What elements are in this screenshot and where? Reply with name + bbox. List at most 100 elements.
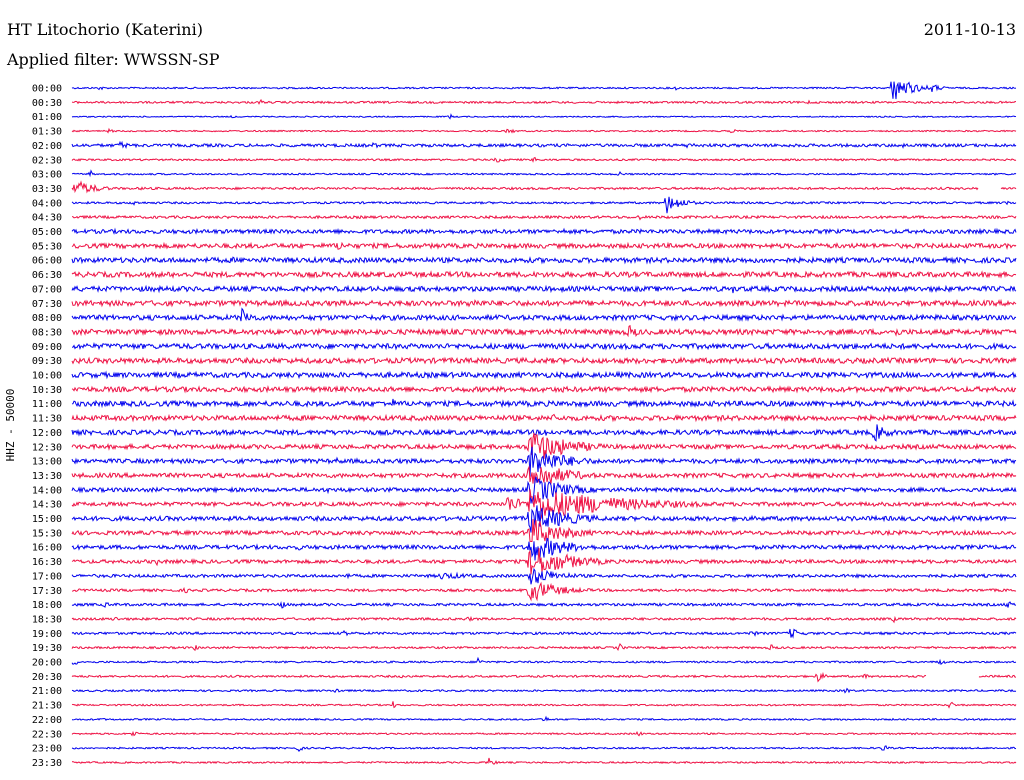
date-label: 2011-10-13	[923, 20, 1016, 39]
row-time-label: 11:00	[32, 399, 62, 410]
row-time-label: 01:30	[32, 127, 62, 138]
trace-row	[71, 370, 1017, 380]
row-time-label: 21:00	[32, 686, 62, 697]
trace-row	[71, 656, 1017, 666]
row-time-label: 10:00	[32, 371, 62, 382]
row-time-label: 16:00	[32, 543, 62, 554]
trace-rows: 00:00 00:30 01:00 01:30 02:00 02:30 03:00 03:30…	[32, 81, 1017, 769]
row-time-label: 00:00	[32, 84, 62, 95]
trace-row	[71, 687, 1017, 694]
row-time-label: 09:00	[32, 342, 62, 353]
trace-row	[71, 476, 1017, 504]
trace-row	[71, 284, 1017, 294]
row-time-label: 04:30	[32, 213, 62, 224]
trace-row	[71, 424, 1017, 442]
row-time-label: 05:30	[32, 241, 62, 252]
trace-row	[71, 413, 1017, 423]
row-time-label: 21:30	[32, 701, 62, 712]
trace-row	[71, 127, 1017, 134]
trace-row	[71, 384, 1017, 394]
trace-row	[71, 113, 1017, 120]
trace-row	[71, 356, 1017, 366]
row-time-label: 14:30	[32, 500, 62, 511]
row-time-label: 17:30	[32, 586, 62, 597]
row-time-label: 02:30	[32, 155, 62, 166]
trace-row	[71, 180, 1017, 194]
trace-row	[71, 615, 1017, 624]
trace-row	[71, 227, 1017, 236]
row-time-label: 13:00	[32, 457, 62, 468]
trace-row	[71, 341, 1017, 351]
trace-row	[71, 81, 1017, 100]
row-time-label: 08:00	[32, 313, 62, 324]
row-time-label: 06:30	[32, 270, 62, 281]
row-time-label: 03:30	[32, 184, 62, 195]
row-time-label: 07:00	[32, 284, 62, 295]
trace-row	[71, 255, 1017, 265]
row-time-label: 12:00	[32, 428, 62, 439]
trace-row	[71, 548, 1017, 575]
trace-row	[71, 446, 1017, 477]
trace-row	[71, 324, 1017, 338]
trace-row	[71, 581, 1017, 602]
station-title: HT Litochorio (Katerini)	[7, 20, 203, 39]
row-time-label: 11:30	[32, 414, 62, 425]
row-time-label: 07:30	[32, 299, 62, 310]
row-time-label: 18:30	[32, 614, 62, 625]
row-time-label: 20:00	[32, 658, 62, 669]
row-time-label: 01:00	[32, 112, 62, 123]
row-time-label: 00:30	[32, 98, 62, 109]
row-time-label: 19:00	[32, 629, 62, 640]
trace-row	[71, 489, 1017, 519]
row-time-label: 18:00	[32, 600, 62, 611]
trace-row	[71, 398, 1017, 409]
row-time-label: 03:00	[32, 170, 62, 181]
filter-label: Applied filter: WWSSN-SP	[7, 50, 220, 69]
trace-row	[71, 140, 1017, 149]
trace-row	[71, 730, 1017, 737]
trace-row	[71, 465, 1017, 484]
trace-row	[71, 642, 1017, 652]
y-axis-label: HHZ - 50000	[4, 389, 17, 462]
trace-row	[71, 432, 1017, 459]
trace-row	[71, 537, 1017, 561]
trace-row	[71, 196, 1017, 214]
row-time-label: 14:00	[32, 485, 62, 496]
trace-row	[71, 701, 1017, 709]
trace-row	[71, 567, 1017, 585]
row-time-label: 02:00	[32, 141, 62, 152]
row-time-label: 05:00	[32, 227, 62, 238]
trace-row	[71, 628, 1017, 639]
trace-row	[71, 505, 1017, 533]
row-time-label: 22:30	[32, 729, 62, 740]
trace-row	[71, 270, 1017, 279]
row-time-label: 08:30	[32, 327, 62, 338]
trace-row	[71, 241, 1017, 250]
trace-row	[71, 156, 1017, 163]
row-time-label: 13:30	[32, 471, 62, 482]
row-time-label: 22:00	[32, 715, 62, 726]
trace-row	[71, 298, 1017, 308]
row-time-label: 06:00	[32, 256, 62, 267]
trace-row	[71, 757, 1017, 765]
trace-row	[71, 169, 1017, 178]
trace-row	[71, 671, 1017, 683]
row-time-label: 16:30	[32, 557, 62, 568]
trace-row	[71, 715, 1017, 722]
row-time-label: 04:00	[32, 198, 62, 209]
row-time-label: 17:00	[32, 571, 62, 582]
row-time-label: 15:30	[32, 528, 62, 539]
trace-row	[71, 519, 1017, 542]
trace-row	[71, 745, 1017, 753]
row-time-label: 23:00	[32, 744, 62, 755]
row-time-label: 15:00	[32, 514, 62, 525]
trace-row	[71, 214, 1017, 221]
trace-row	[71, 98, 1017, 105]
trace-row	[71, 307, 1017, 322]
row-time-label: 20:30	[32, 672, 62, 683]
row-time-label: 12:30	[32, 442, 62, 453]
row-time-label: 09:30	[32, 356, 62, 367]
row-time-label: 23:30	[32, 758, 62, 769]
